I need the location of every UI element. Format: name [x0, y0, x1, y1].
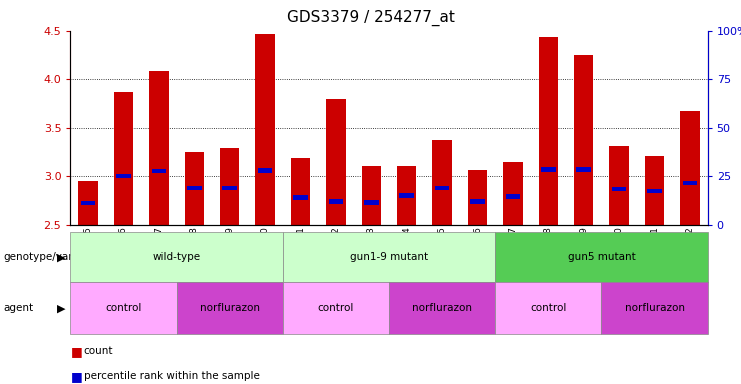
Bar — [79, 181, 98, 225]
Bar — [612, 187, 626, 191]
Bar — [293, 195, 308, 200]
Text: percentile rank within the sample: percentile rank within the sample — [84, 371, 259, 381]
Bar — [576, 167, 591, 172]
Bar — [81, 201, 96, 205]
Bar — [647, 189, 662, 193]
Bar — [256, 34, 275, 225]
Bar — [399, 194, 414, 198]
Bar — [505, 194, 520, 199]
Bar — [114, 92, 133, 225]
Text: agent: agent — [4, 303, 34, 313]
Bar — [187, 185, 202, 190]
Text: norflurazon: norflurazon — [625, 303, 685, 313]
Bar — [328, 199, 343, 204]
Bar — [364, 200, 379, 205]
Bar — [220, 148, 239, 225]
Text: wild-type: wild-type — [153, 252, 201, 262]
Bar — [574, 55, 594, 225]
Text: ■: ■ — [70, 345, 82, 358]
Bar — [149, 71, 169, 225]
Text: count: count — [84, 346, 113, 356]
Bar — [362, 167, 381, 225]
Text: control: control — [318, 303, 354, 313]
Bar — [539, 36, 558, 225]
Bar — [222, 185, 237, 190]
Bar — [609, 146, 629, 225]
Bar — [258, 168, 273, 172]
Text: gun1-9 mutant: gun1-9 mutant — [350, 252, 428, 262]
Bar — [435, 185, 450, 190]
Text: ▶: ▶ — [57, 303, 65, 313]
Bar — [290, 158, 310, 225]
Bar — [185, 152, 204, 225]
Text: control: control — [530, 303, 567, 313]
Text: control: control — [105, 303, 142, 313]
Bar — [645, 156, 664, 225]
Bar — [541, 167, 556, 172]
Bar — [116, 174, 131, 178]
Text: ▶: ▶ — [57, 252, 65, 262]
Bar — [468, 170, 488, 225]
Bar — [397, 167, 416, 225]
Bar — [680, 111, 700, 225]
Text: GDS3379 / 254277_at: GDS3379 / 254277_at — [287, 10, 454, 26]
Bar — [326, 99, 345, 225]
Bar — [503, 162, 522, 225]
Bar — [152, 169, 166, 174]
Text: norflurazon: norflurazon — [412, 303, 472, 313]
Text: gun5 mutant: gun5 mutant — [568, 252, 635, 262]
Bar — [682, 181, 697, 185]
Bar — [433, 140, 452, 225]
Bar — [471, 199, 485, 204]
Text: ■: ■ — [70, 370, 82, 383]
Text: genotype/variation: genotype/variation — [4, 252, 103, 262]
Text: norflurazon: norflurazon — [200, 303, 259, 313]
